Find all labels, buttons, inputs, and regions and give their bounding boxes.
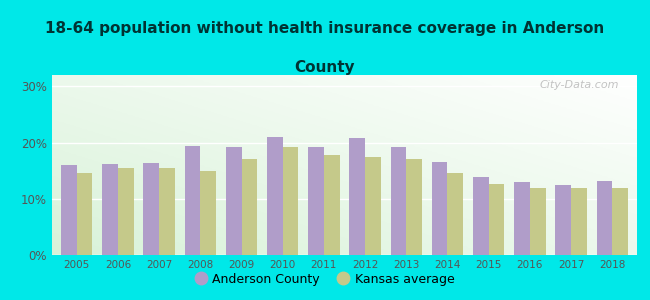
- Text: City-Data.com: City-Data.com: [540, 80, 619, 90]
- Bar: [61, 165, 77, 255]
- Bar: [144, 163, 159, 255]
- Bar: [283, 147, 298, 255]
- Bar: [200, 171, 216, 255]
- Bar: [267, 137, 283, 255]
- Bar: [514, 182, 530, 255]
- Bar: [308, 147, 324, 255]
- Bar: [556, 185, 571, 255]
- Bar: [242, 159, 257, 255]
- Bar: [473, 177, 489, 255]
- Bar: [365, 157, 381, 255]
- Bar: [612, 188, 628, 255]
- Text: 18-64 population without health insurance coverage in Anderson: 18-64 population without health insuranc…: [46, 21, 605, 36]
- Bar: [118, 168, 133, 255]
- Bar: [226, 147, 242, 255]
- Text: County: County: [294, 60, 356, 75]
- Bar: [350, 138, 365, 255]
- Bar: [447, 173, 463, 255]
- Bar: [102, 164, 118, 255]
- Bar: [432, 162, 447, 255]
- Bar: [324, 155, 339, 255]
- Bar: [597, 181, 612, 255]
- Bar: [406, 159, 422, 255]
- Bar: [571, 188, 587, 255]
- Bar: [185, 146, 200, 255]
- Bar: [489, 184, 504, 255]
- Legend: Anderson County, Kansas average: Anderson County, Kansas average: [190, 268, 460, 291]
- Bar: [391, 147, 406, 255]
- Bar: [530, 188, 545, 255]
- Bar: [77, 173, 92, 255]
- Bar: [159, 168, 175, 255]
